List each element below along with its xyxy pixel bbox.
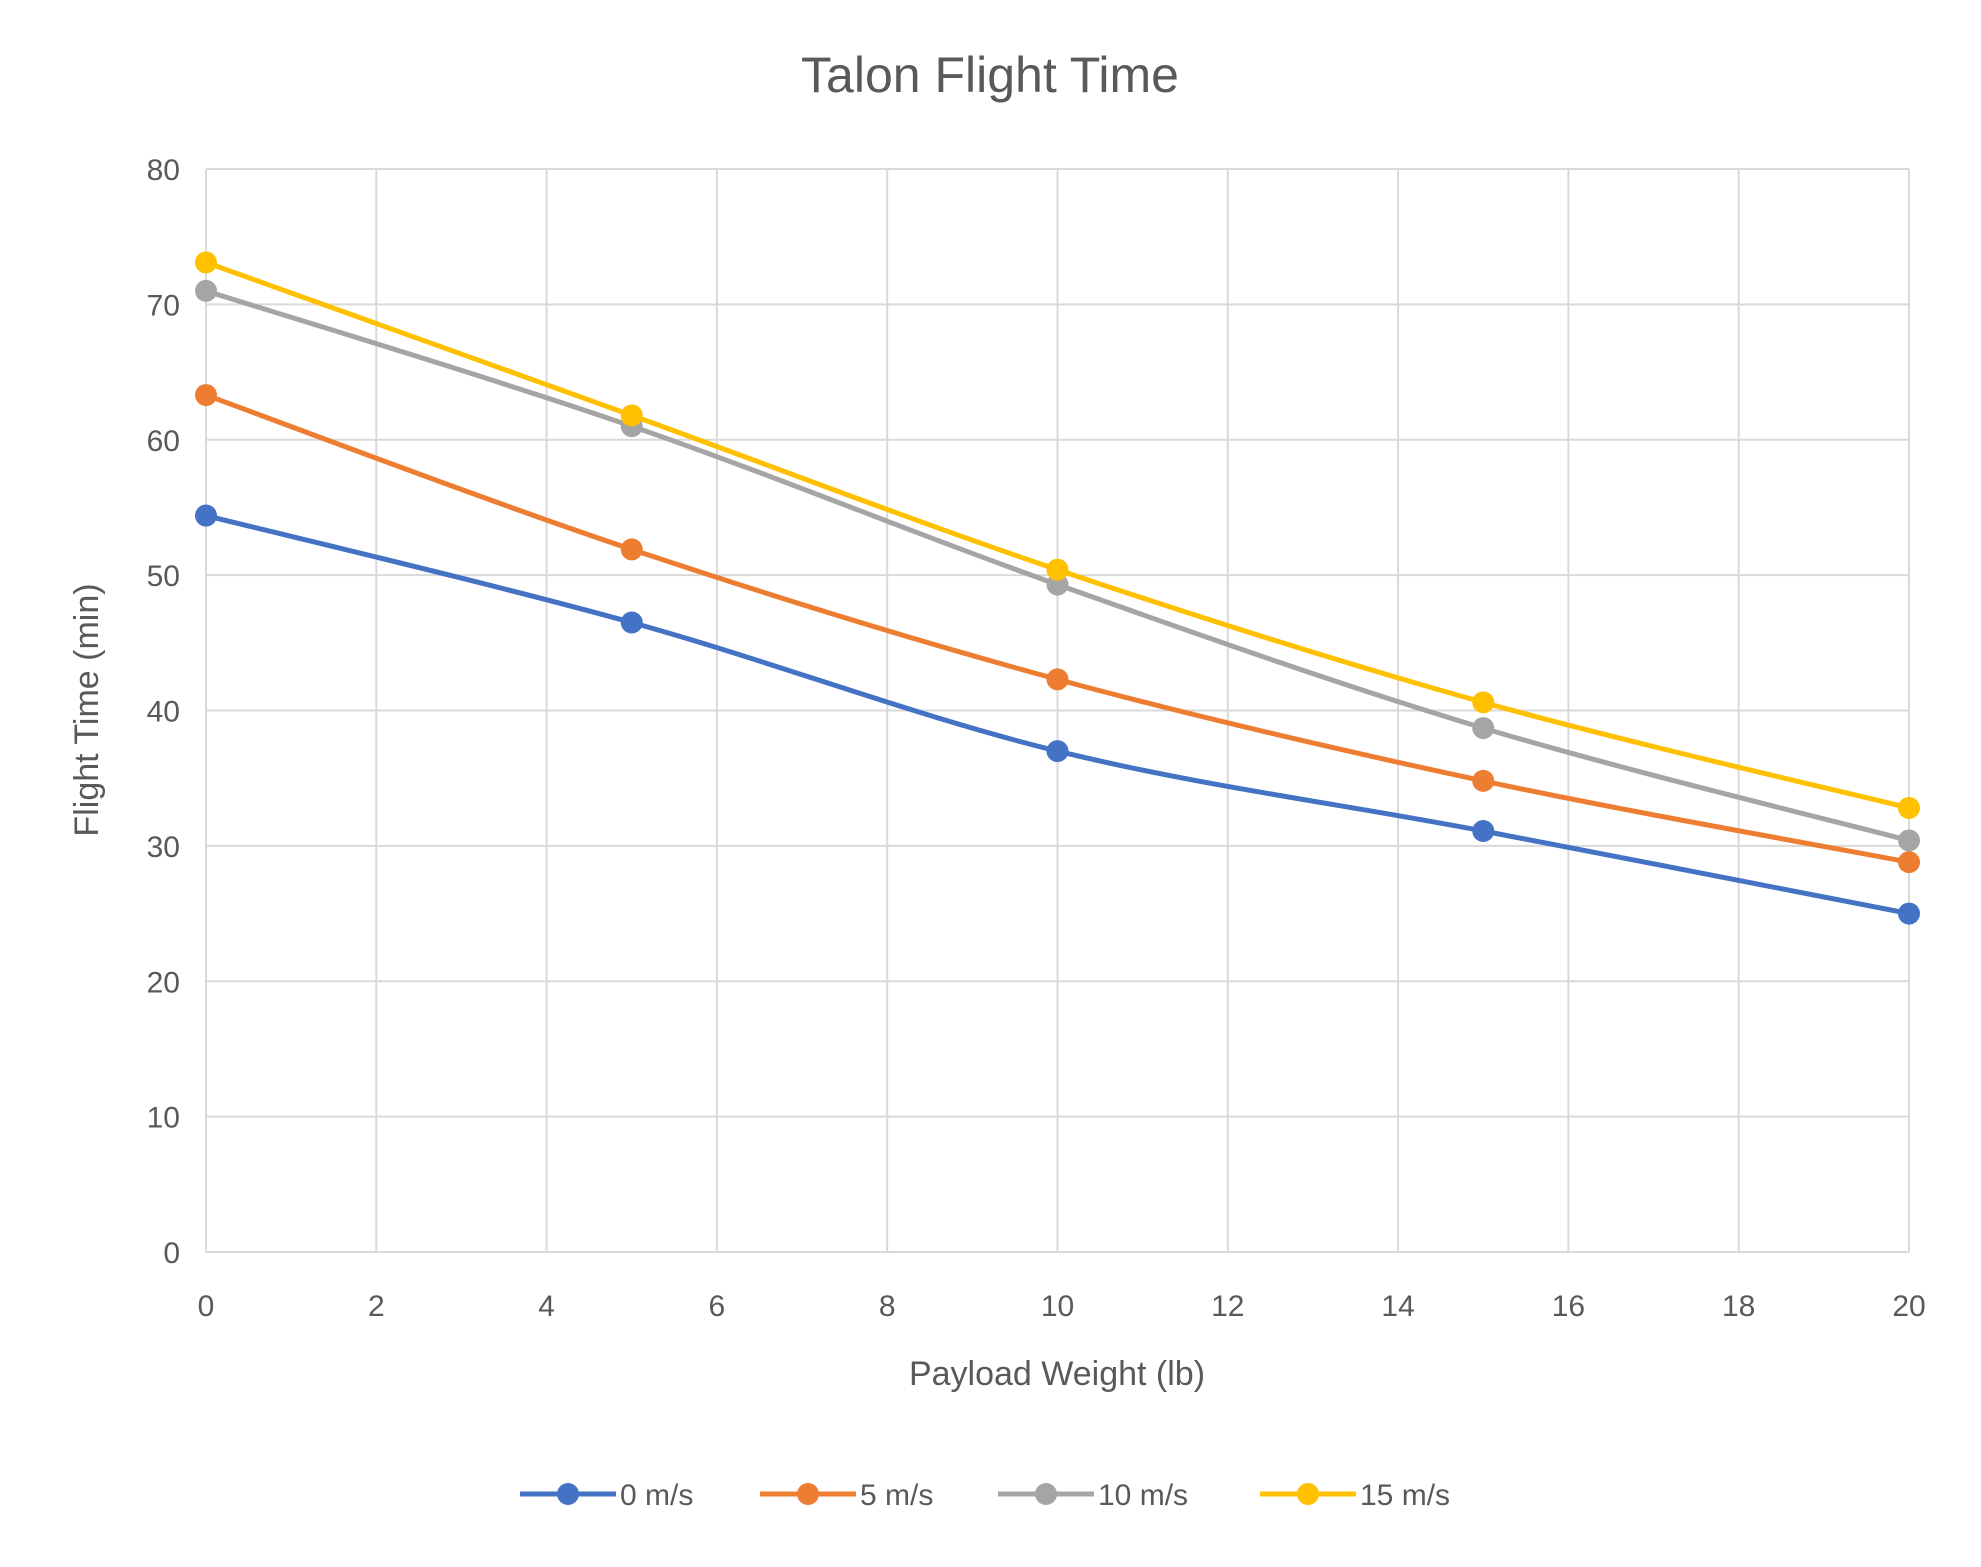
y-tick-label: 70 bbox=[147, 289, 180, 322]
data-point bbox=[195, 279, 217, 302]
legend-item: 5 m/s bbox=[760, 1479, 933, 1512]
data-point bbox=[1898, 829, 1920, 852]
legend-label: 10 m/s bbox=[1098, 1479, 1188, 1512]
x-tick-label: 6 bbox=[709, 1290, 726, 1323]
data-point bbox=[1472, 819, 1495, 842]
data-point bbox=[1472, 691, 1495, 714]
data-point bbox=[1898, 902, 1920, 925]
data-point bbox=[1046, 740, 1069, 763]
x-tick-label: 10 bbox=[1041, 1290, 1074, 1323]
y-tick-label: 40 bbox=[147, 696, 180, 729]
x-tick-label: 20 bbox=[1892, 1290, 1925, 1323]
x-tick-labels: 0 2 4 6 8 10 12 14 16 18 20 bbox=[198, 1290, 1926, 1323]
chart-title: Talon Flight Time bbox=[801, 47, 1179, 103]
series-lines bbox=[195, 251, 1920, 925]
y-tick-label: 60 bbox=[147, 425, 180, 458]
data-point bbox=[1046, 558, 1069, 581]
data-point bbox=[195, 504, 217, 527]
x-tick-label: 14 bbox=[1381, 1290, 1414, 1323]
legend-marker bbox=[797, 1483, 819, 1505]
legend-label: 15 m/s bbox=[1360, 1479, 1450, 1512]
x-axis-label: Payload Weight (lb) bbox=[909, 1355, 1205, 1393]
y-tick-label: 0 bbox=[163, 1237, 180, 1270]
data-point bbox=[1898, 851, 1920, 874]
y-tick-label: 10 bbox=[147, 1102, 180, 1135]
data-point bbox=[195, 251, 217, 274]
legend-item: 0 m/s bbox=[520, 1479, 693, 1512]
legend-item: 10 m/s bbox=[998, 1479, 1188, 1512]
x-tick-label: 4 bbox=[538, 1290, 555, 1323]
x-tick-label: 18 bbox=[1722, 1290, 1755, 1323]
y-tick-label: 30 bbox=[147, 831, 180, 864]
y-axis-label: Flight Time (min) bbox=[68, 583, 106, 836]
legend-item: 15 m/s bbox=[1260, 1479, 1450, 1512]
x-tick-label: 2 bbox=[368, 1290, 385, 1323]
x-tick-label: 16 bbox=[1552, 1290, 1585, 1323]
data-point bbox=[620, 404, 643, 427]
legend-marker bbox=[1297, 1483, 1319, 1505]
legend: 0 m/s 5 m/s 10 m/s 15 m/s bbox=[520, 1479, 1450, 1512]
legend-marker bbox=[1035, 1483, 1057, 1505]
data-point bbox=[620, 538, 643, 561]
x-tick-label: 0 bbox=[198, 1290, 215, 1323]
legend-marker bbox=[557, 1483, 579, 1505]
data-point bbox=[620, 611, 643, 634]
data-point bbox=[1472, 769, 1495, 792]
legend-label: 5 m/s bbox=[860, 1479, 933, 1512]
x-tick-label: 8 bbox=[879, 1290, 896, 1323]
y-tick-label: 50 bbox=[147, 560, 180, 593]
data-point bbox=[1898, 796, 1920, 819]
data-point bbox=[195, 384, 217, 407]
data-point bbox=[1472, 717, 1495, 740]
y-tick-label: 80 bbox=[147, 154, 180, 187]
y-tick-label: 20 bbox=[147, 966, 180, 999]
y-tick-labels: 0 10 20 30 40 50 60 70 80 bbox=[147, 154, 180, 1270]
gridlines bbox=[205, 168, 1910, 1253]
x-tick-label: 12 bbox=[1211, 1290, 1244, 1323]
data-point bbox=[1046, 668, 1069, 691]
legend-label: 0 m/s bbox=[620, 1479, 693, 1512]
